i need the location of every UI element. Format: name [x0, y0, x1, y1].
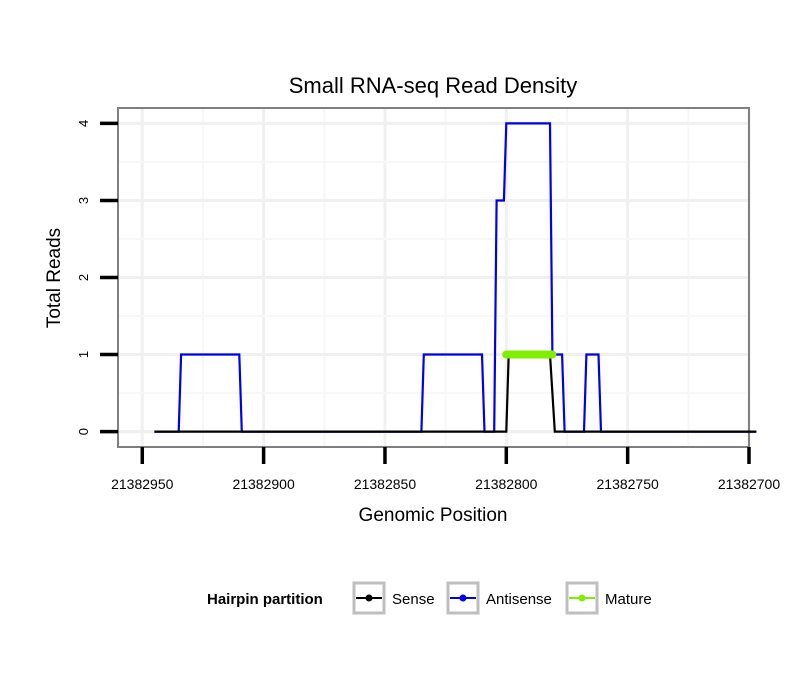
chart-title: Small RNA-seq Read Density — [289, 73, 578, 98]
y-axis-label: Total Reads — [44, 228, 65, 328]
legend-entry-antisense: Antisense — [446, 581, 552, 615]
y-axis: 0 1 2 3 4 — [76, 120, 118, 435]
legend-key-point — [578, 594, 586, 602]
x-tick-label: 21382800 — [475, 476, 538, 492]
legend-title: Hairpin partition — [207, 591, 323, 608]
x-tick-label: 21382900 — [232, 476, 295, 492]
x-tick-label: 21382850 — [354, 476, 417, 492]
x-tick-label: 21382950 — [111, 476, 174, 492]
legend-label: Sense — [392, 591, 435, 608]
y-tick-label: 1 — [76, 351, 91, 358]
y-tick-label: 3 — [76, 197, 91, 204]
x-axis: 21382950 21382900 21382850 21382800 21382750… — [111, 447, 780, 492]
x-tick-label: 21382750 — [597, 476, 660, 492]
legend-entry-mature: Mature — [565, 581, 652, 615]
legend-key-point — [459, 594, 467, 602]
legend-entry-sense: Sense — [352, 581, 435, 615]
legend-label: Mature — [605, 591, 652, 608]
series-lines — [154, 122, 757, 433]
legend-label: Antisense — [486, 591, 552, 608]
y-tick-label: 2 — [76, 274, 91, 281]
y-tick-label: 4 — [76, 120, 91, 127]
legend: Hairpin partition Sense Antisense Mature — [207, 581, 652, 615]
x-tick-label: 21382700 — [718, 476, 781, 492]
legend-key-point — [365, 594, 373, 602]
y-tick-label: 0 — [76, 428, 91, 435]
x-axis-label: Genomic Position — [359, 505, 508, 526]
